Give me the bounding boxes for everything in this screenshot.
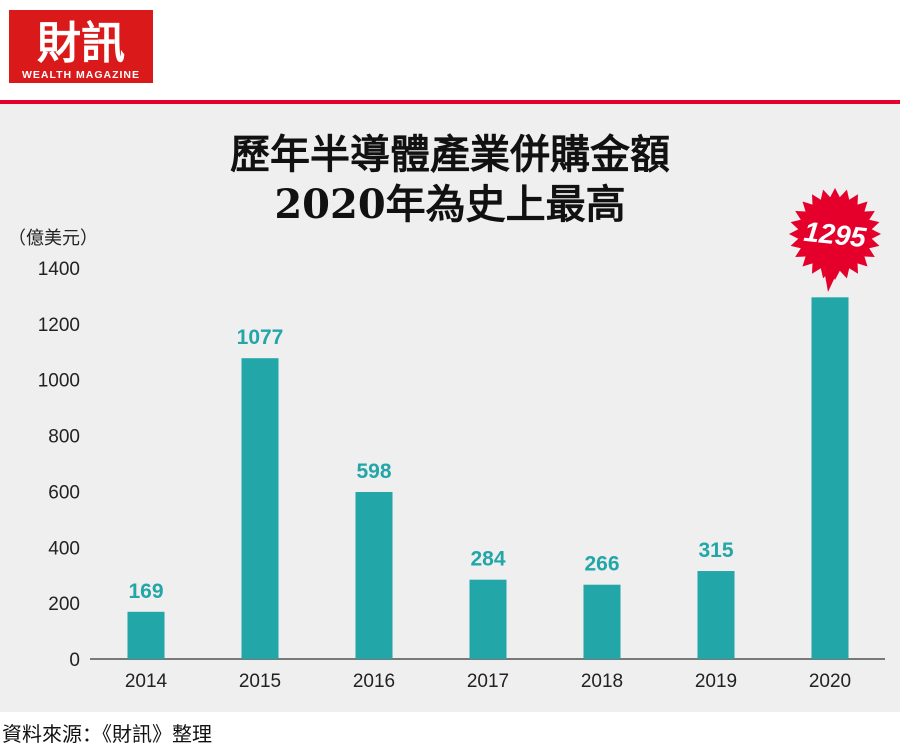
chart-background (0, 104, 900, 712)
chart-title-line-1: 歷年半導體產業併購金額 (230, 131, 670, 178)
y-axis: 0 200 400 600 800 1000 1200 1400 (38, 259, 80, 671)
bar-2014 (127, 611, 165, 659)
y-tick-label: 0 (69, 650, 80, 671)
source-note: 資料來源：《財訊》整理 (2, 723, 212, 746)
y-tick-label: 800 (48, 427, 80, 448)
data-label: 1295 (802, 216, 868, 253)
bar-2020 (811, 297, 849, 659)
bar-2017 (469, 579, 507, 659)
x-tick-label: 2019 (695, 671, 737, 692)
footer-background (0, 712, 900, 755)
data-label: 284 (470, 548, 505, 571)
logo-box (9, 10, 153, 83)
bar-2018 (583, 584, 621, 659)
data-label: 169 (128, 580, 163, 603)
x-tick-label: 2016 (353, 671, 395, 692)
x-tick-label: 2015 (239, 671, 281, 692)
y-tick-label: 600 (48, 482, 80, 503)
bar-2016 (355, 491, 393, 659)
bar-2015 (241, 358, 279, 659)
logo: 財訊 WEALTH MAGAZINE (9, 10, 153, 83)
y-axis-label: （億美元） (8, 228, 98, 248)
x-tick-label: 2014 (125, 671, 168, 692)
bar-2019 (697, 571, 735, 659)
data-label: 315 (698, 539, 733, 562)
data-label: 598 (356, 460, 391, 483)
logo-subtext: WEALTH MAGAZINE (22, 69, 140, 81)
y-tick-label: 200 (48, 594, 80, 615)
x-tick-label: 2017 (467, 671, 509, 692)
logo-text: 財訊 (37, 18, 125, 69)
highlight-starburst (789, 188, 881, 280)
y-tick-label: 1200 (38, 315, 80, 336)
header-rule (0, 100, 900, 104)
y-tick-label: 400 (48, 538, 80, 559)
data-label: 266 (584, 553, 619, 576)
data-label: 1077 (237, 326, 284, 349)
x-tick-label: 2018 (581, 671, 623, 692)
x-tick-label: 2020 (809, 671, 851, 692)
y-tick-label: 1000 (38, 371, 80, 392)
chart-title-line-2: 2020年為史上最高 (274, 181, 625, 228)
y-tick-label: 1400 (38, 259, 80, 280)
starburst-pointer (823, 264, 841, 292)
bars: 2014 169 2015 1077 2016 598 2017 284 2018 266 2019… (125, 188, 881, 692)
